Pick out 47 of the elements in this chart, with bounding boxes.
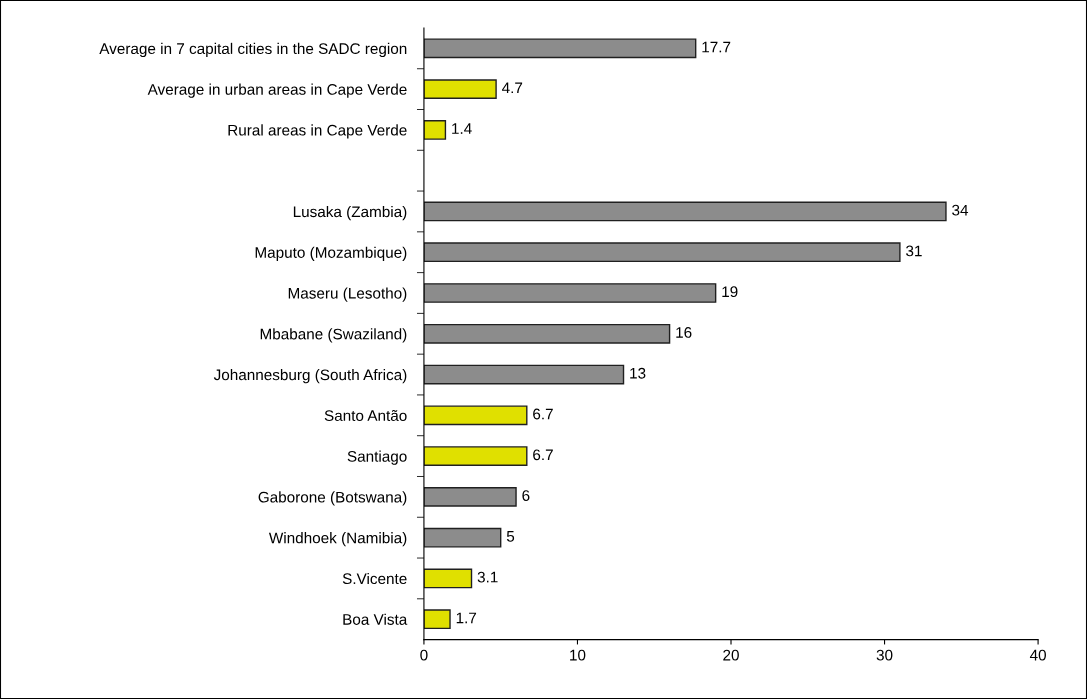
y-tick-label: Maseru (Lesotho) bbox=[288, 287, 407, 302]
y-tick-label: Santiago bbox=[347, 450, 407, 465]
bar bbox=[423, 487, 517, 507]
y-tick-label: Windhoek (Namibia) bbox=[268, 532, 407, 547]
bar bbox=[423, 609, 451, 630]
y-tick-label: Lusaka (Zambia) bbox=[293, 205, 407, 221]
x-tick-label: 0 bbox=[420, 649, 428, 661]
data-label: 34 bbox=[952, 204, 969, 216]
bar bbox=[423, 364, 625, 385]
data-label: 17.7 bbox=[702, 41, 731, 53]
y-tick-label: Average in urban areas in Cape Verde bbox=[147, 83, 407, 98]
y-tick-label: Average in 7 capital cities in the SADC region bbox=[99, 42, 407, 58]
bar bbox=[423, 283, 717, 303]
data-label: 6 bbox=[522, 490, 530, 501]
y-tick-label: S.Vicente bbox=[342, 572, 407, 585]
y-tick-label: Rural areas in Cape Verde bbox=[228, 124, 407, 139]
bar bbox=[423, 38, 697, 59]
bar bbox=[423, 79, 497, 99]
data-label: 6.7 bbox=[533, 408, 553, 420]
data-label: 4.7 bbox=[502, 82, 523, 94]
data-label: 19 bbox=[722, 286, 738, 298]
x-tick-label: 40 bbox=[1029, 649, 1046, 661]
data-label: 5 bbox=[506, 531, 515, 542]
x-tick-label: 30 bbox=[876, 649, 893, 661]
bar bbox=[423, 242, 901, 263]
data-label: 6.7 bbox=[533, 449, 553, 461]
y-tick-label: Boa Vista bbox=[343, 613, 408, 625]
bar bbox=[423, 446, 528, 466]
y-tick-label: Santo Antão bbox=[324, 409, 407, 422]
bar bbox=[423, 405, 528, 426]
x-tick-label: 20 bbox=[723, 649, 739, 661]
bar bbox=[423, 201, 947, 222]
y-tick-label: Maputo (Mozambique) bbox=[255, 246, 407, 261]
y-tick-label: Mbabane (Swaziland) bbox=[260, 328, 407, 343]
y-tick-label: Johannesburg (South Africa) bbox=[213, 369, 407, 384]
bar bbox=[423, 568, 473, 589]
data-label: 1.7 bbox=[456, 612, 477, 624]
data-label: 31 bbox=[906, 245, 922, 257]
bar bbox=[423, 120, 447, 140]
y-tick-label: Gaborone (Botswana) bbox=[258, 491, 407, 506]
bar bbox=[423, 527, 502, 548]
data-label: 13 bbox=[630, 367, 646, 379]
data-label: 3.1 bbox=[477, 571, 498, 583]
x-tick-label: 10 bbox=[570, 649, 586, 661]
bar bbox=[423, 323, 671, 344]
data-label: 16 bbox=[676, 327, 692, 338]
data-label: 1.4 bbox=[452, 123, 472, 134]
